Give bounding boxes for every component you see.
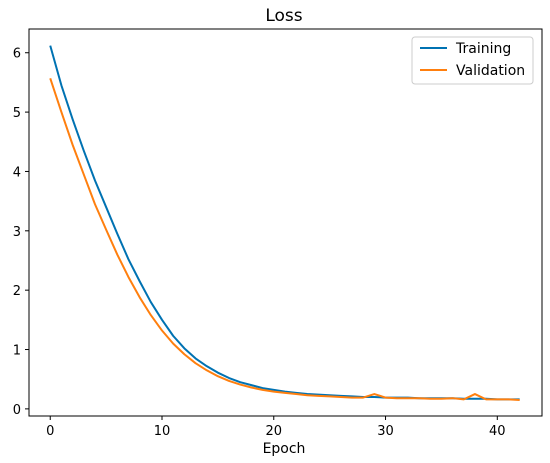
series-line-validation <box>49 77 520 401</box>
legend-label-validation: Validation <box>456 63 525 79</box>
x-tick-label: 30 <box>377 424 394 439</box>
y-tick-label: 1 <box>13 344 21 359</box>
x-axis-title: Epoch <box>263 441 306 457</box>
y-tick-label: 2 <box>13 284 21 299</box>
legend-label-training: Training <box>455 41 511 57</box>
plot-area <box>49 45 520 401</box>
y-tick-label: 6 <box>13 47 21 62</box>
chart-title: Loss <box>265 6 302 26</box>
y-tick-label: 3 <box>13 225 21 240</box>
plot-frame <box>28 28 543 417</box>
series-line-training <box>49 45 520 401</box>
y-tick-label: 0 <box>13 403 21 418</box>
x-tick-label: 40 <box>489 424 506 439</box>
legend: Training Validation <box>411 36 534 85</box>
axes: 0 10 20 30 40 0 1 2 3 4 5 6 <box>13 47 506 439</box>
x-tick-label: 10 <box>154 424 171 439</box>
y-tick-label: 5 <box>13 106 21 121</box>
x-tick-label: 0 <box>46 424 54 439</box>
y-tick-label: 4 <box>13 165 21 180</box>
x-tick-label: 20 <box>265 424 282 439</box>
